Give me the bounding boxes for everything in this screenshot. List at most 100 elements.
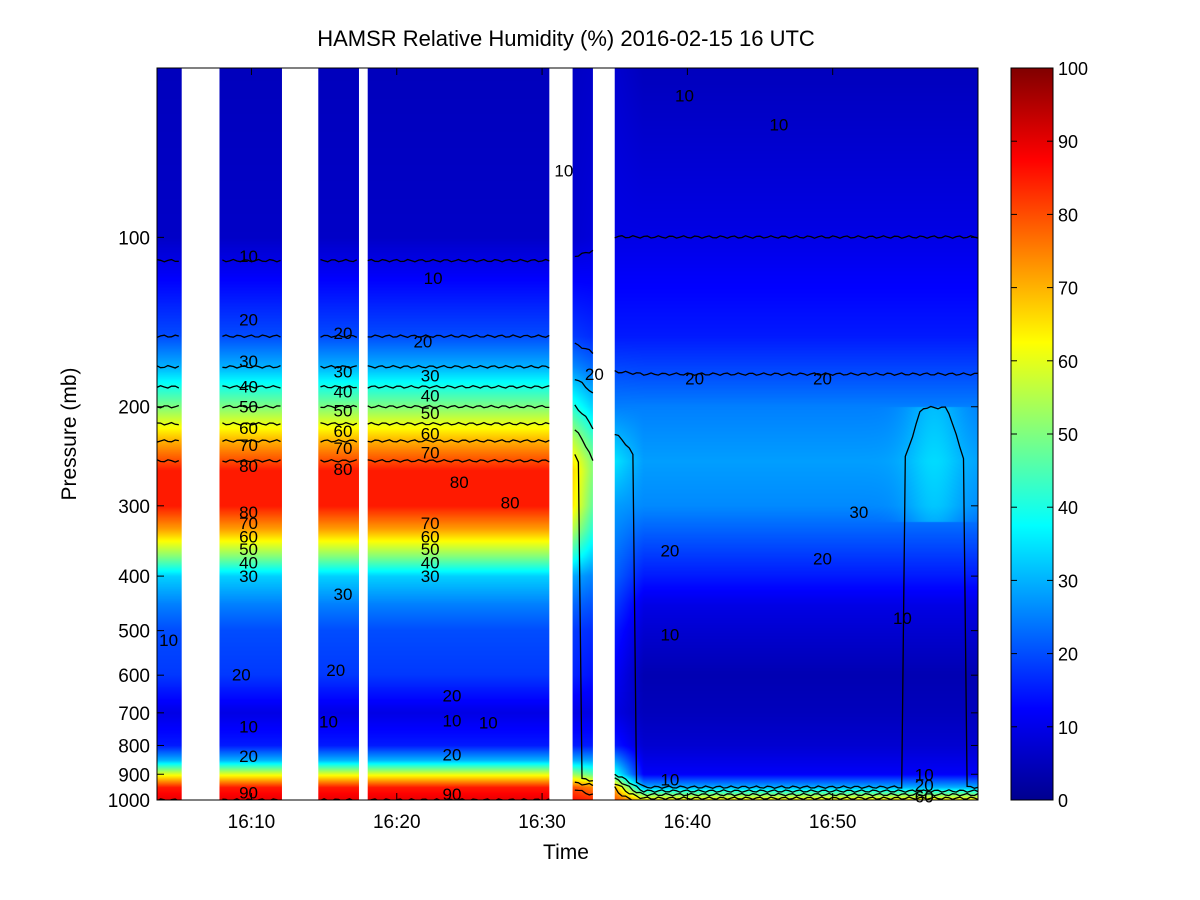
- contour-label: 40: [239, 377, 258, 396]
- contour-label: 50: [239, 398, 258, 417]
- contour-label: 20: [413, 332, 432, 351]
- contour-label: 90: [443, 785, 462, 804]
- y-tick-label: 400: [118, 567, 150, 588]
- contour-label: 20: [915, 776, 934, 795]
- colorbar-gradient: [1010, 67, 1054, 801]
- contour-line-20: [157, 334, 978, 377]
- contour-label: 50: [334, 401, 353, 420]
- contour-label: 10: [915, 765, 934, 784]
- contour-label: 20: [443, 745, 462, 764]
- contour-label: 40: [334, 383, 353, 402]
- contour-label: 20: [813, 369, 832, 388]
- contour-label: 30: [421, 367, 440, 386]
- contour-label: 70: [421, 443, 440, 462]
- contour-label: 10: [443, 711, 462, 730]
- contour-label: 70: [334, 439, 353, 458]
- contour-label: 30: [239, 352, 258, 371]
- y-tick-label: 300: [118, 497, 150, 518]
- contour-label: 10: [660, 626, 679, 645]
- contour-line-10: [157, 234, 978, 263]
- contour-label: 80: [450, 473, 469, 492]
- data-gap: [592, 68, 615, 800]
- contour-label: 20: [334, 324, 353, 343]
- contour-label: 90: [239, 784, 258, 803]
- contour-label: 10: [554, 161, 573, 180]
- contour-line-60: [157, 421, 978, 800]
- contour-label: 60: [915, 787, 934, 806]
- y-tick-label: 100: [118, 228, 150, 249]
- contour-label: 40: [421, 553, 440, 572]
- data-gap: [181, 68, 220, 800]
- colorbar-ticks: 0 10 20 30 40 50 60 70 80 90 100: [1011, 59, 1088, 811]
- contour-label: 80: [501, 494, 520, 513]
- plot-frame: [156, 67, 979, 801]
- contour-label: 80: [239, 503, 258, 522]
- x-tick-label: 16:50: [809, 812, 857, 833]
- x-tick-label: 16:20: [373, 812, 421, 833]
- colorbar-tick-label: 20: [1058, 645, 1078, 665]
- contour-label: 20: [326, 661, 345, 680]
- colorbar-tick-label: 80: [1058, 205, 1078, 225]
- contour-label: 10: [479, 713, 498, 732]
- contour-label: 80: [334, 460, 353, 479]
- data-gaps: [181, 68, 615, 800]
- contour-label: 40: [421, 386, 440, 405]
- contour-label: 60: [421, 424, 440, 443]
- contour-line-50: [157, 404, 978, 797]
- contour-label: 60: [421, 527, 440, 546]
- contour-label: 10: [239, 247, 258, 266]
- contour-label: 10: [424, 269, 443, 288]
- contour-line-40: [157, 384, 978, 793]
- contour-label: 50: [421, 404, 440, 423]
- y-axis: 100 200 300 400 500 600 700 800 900 1000: [108, 228, 978, 812]
- contour-label: 30: [334, 362, 353, 381]
- contour-label: 80: [239, 457, 258, 476]
- contour-label: 70: [421, 514, 440, 533]
- contour-label: 10: [159, 631, 178, 650]
- colorbar-tick-label: 70: [1058, 279, 1078, 299]
- data-gap: [281, 68, 319, 800]
- y-axis-label: Pressure (mb): [58, 367, 81, 500]
- contour-label: 60: [239, 527, 258, 546]
- contour-label: 20: [232, 665, 251, 684]
- y-tick-label: 600: [118, 666, 150, 687]
- colorbar-tick-label: 10: [1058, 718, 1078, 738]
- contour-label: 10: [239, 717, 258, 736]
- colorbar-tick-label: 100: [1058, 59, 1088, 79]
- contour-label: 30: [239, 567, 258, 586]
- y-tick-label: 800: [118, 736, 150, 757]
- data-gap: [549, 68, 573, 800]
- contour-lines: [157, 234, 978, 800]
- contour-label: 10: [769, 115, 788, 134]
- contour-label: 40: [239, 553, 258, 572]
- contour-line-30: [157, 364, 978, 790]
- contour-label: 20: [660, 541, 679, 560]
- contour-label: 70: [239, 514, 258, 533]
- contour-label: 10: [660, 771, 679, 790]
- contour-label: 30: [849, 503, 868, 522]
- x-axis-label: Time: [543, 841, 589, 864]
- contour-label: 20: [813, 549, 832, 568]
- contour-label: 50: [239, 540, 258, 559]
- contour-label: 30: [334, 585, 353, 604]
- colorbar: 0 10 20 30 40 50 60 70 80 90 100: [1010, 59, 1088, 811]
- contour-label: 10: [319, 712, 338, 731]
- contour-label: 60: [239, 419, 258, 438]
- y-tick-label: 500: [118, 622, 150, 643]
- contour-label: 20: [239, 747, 258, 766]
- x-tick-label: 16:10: [228, 812, 276, 833]
- x-tick-label: 16:40: [664, 812, 712, 833]
- contour-label: 70: [239, 436, 258, 455]
- colorbar-tick-label: 50: [1058, 425, 1078, 445]
- contour-label: 20: [685, 369, 704, 388]
- contour-label: 20: [443, 686, 462, 705]
- y-tick-label: 900: [118, 765, 150, 786]
- contour-label: 10: [675, 87, 694, 106]
- colorbar-tick-label: 0: [1058, 791, 1068, 811]
- x-tick-label: 16:30: [518, 812, 566, 833]
- contour-label: 20: [239, 311, 258, 330]
- colorbar-tick-label: 30: [1058, 571, 1078, 591]
